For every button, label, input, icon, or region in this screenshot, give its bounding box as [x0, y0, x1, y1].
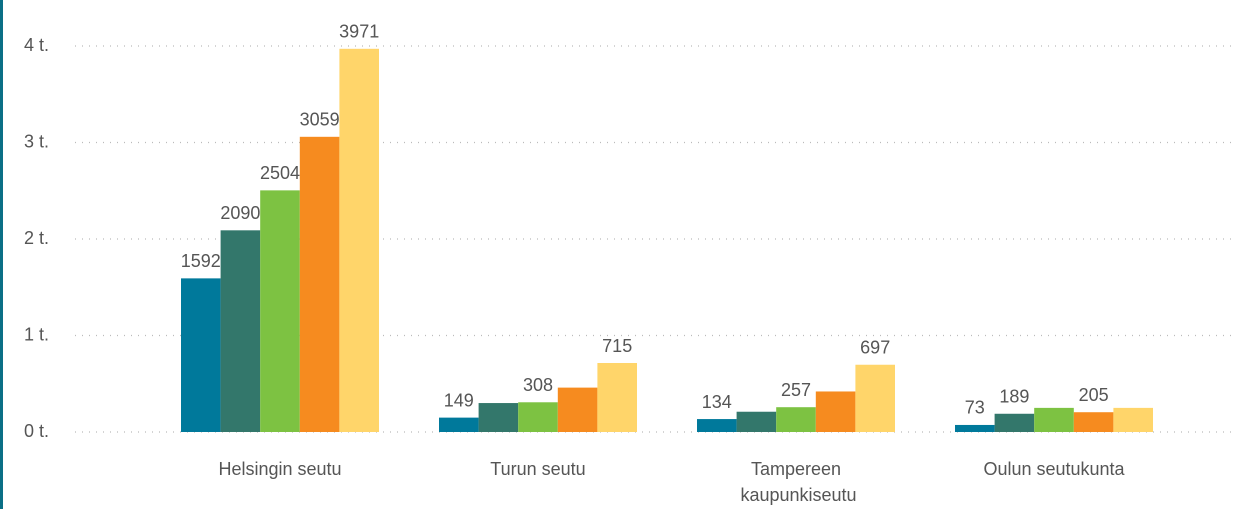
bar — [1113, 407, 1153, 432]
x-tick-label: Turun seutu — [490, 459, 585, 479]
data-label: 2090 — [220, 203, 260, 223]
x-tick-label: Oulun seutukunta — [983, 459, 1125, 479]
data-label: 3971 — [339, 22, 379, 42]
bar — [557, 387, 598, 432]
bar — [339, 48, 379, 433]
x-tick-label: Tampereen kaupunkiseutu — [735, 459, 856, 505]
bar — [299, 136, 340, 432]
data-label: 3059 — [300, 110, 340, 130]
y-tick-label: 0 t. — [24, 421, 49, 441]
data-label: 205 — [1079, 385, 1109, 405]
y-tick-label: 3 t. — [24, 131, 49, 151]
bar — [955, 424, 995, 432]
y-tick-label: 1 t. — [24, 324, 49, 344]
data-label: 149 — [444, 390, 474, 410]
x-tick-label: Helsingin seutu — [218, 459, 341, 479]
data-label: 2504 — [260, 163, 300, 183]
data-label: 715 — [602, 336, 632, 356]
bar — [736, 411, 777, 432]
data-label: 1592 — [181, 251, 221, 271]
data-label: 189 — [999, 387, 1029, 407]
bar — [439, 417, 479, 432]
bar — [478, 403, 519, 432]
data-label: 134 — [702, 392, 732, 412]
bar — [815, 391, 856, 432]
y-tick-label: 4 t. — [24, 35, 49, 55]
y-tick-label: 2 t. — [24, 228, 49, 248]
bar — [776, 407, 816, 432]
edge-bar — [0, 0, 3, 509]
bar — [518, 402, 558, 432]
data-label: 697 — [860, 337, 890, 357]
bar — [220, 230, 261, 432]
bar — [260, 190, 300, 432]
data-label: 73 — [965, 398, 985, 418]
bar — [855, 364, 895, 432]
bar — [1034, 407, 1074, 432]
data-label: 257 — [781, 380, 811, 400]
bar — [994, 413, 1035, 432]
bar — [1073, 412, 1114, 432]
data-label: 308 — [523, 375, 553, 395]
bar — [597, 363, 637, 432]
bar — [697, 419, 737, 432]
bar — [181, 278, 221, 432]
